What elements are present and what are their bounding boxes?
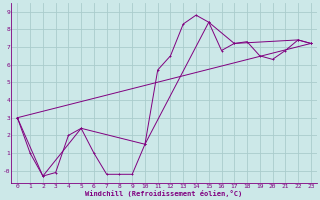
X-axis label: Windchill (Refroidissement éolien,°C): Windchill (Refroidissement éolien,°C) — [85, 190, 243, 197]
